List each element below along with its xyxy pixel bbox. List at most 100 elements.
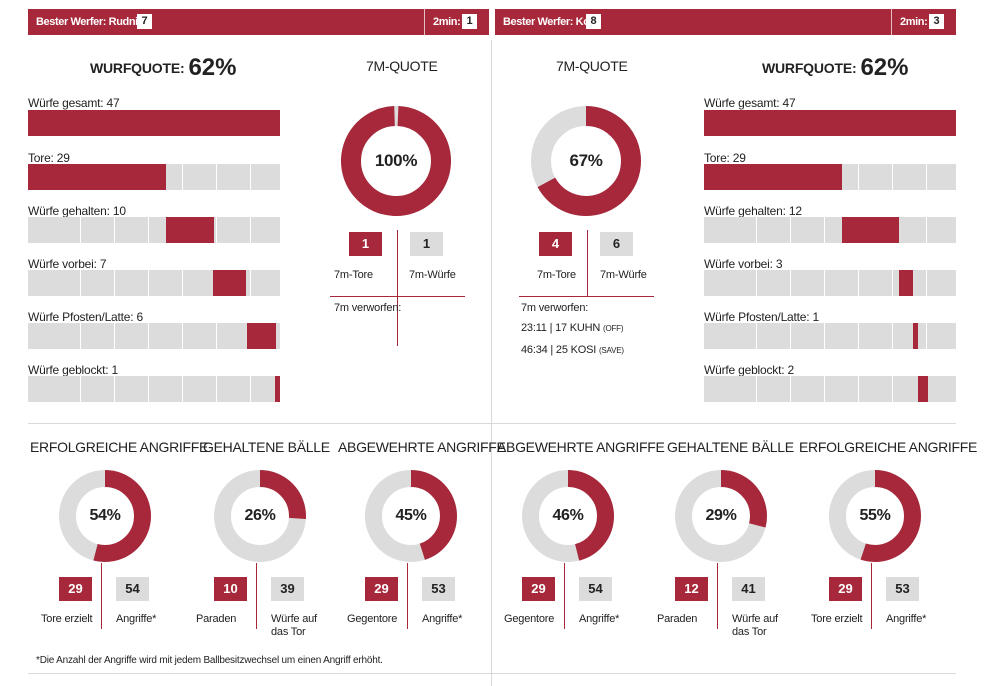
bar-fill <box>28 164 166 190</box>
bar-tick <box>892 376 893 402</box>
stat-donut <box>675 470 767 562</box>
bar-tick <box>250 376 251 402</box>
bar-track <box>28 376 280 402</box>
verworfen-entry-tag: (OFF) <box>603 324 624 333</box>
stat-percent: 29% <box>705 507 737 524</box>
bar-tick <box>892 270 893 296</box>
bar-tick <box>790 270 791 296</box>
bar-tick <box>926 217 927 243</box>
stat-donut <box>214 470 306 562</box>
stat-title: GEHALTENE BÄLLE <box>203 439 330 455</box>
stat-b-value: 54 <box>116 577 149 601</box>
left-7m-percent: 100% <box>374 151 418 170</box>
stat-title: GEHALTENE BÄLLE <box>667 439 794 455</box>
left-7m-wuerfe-value: 1 <box>410 232 443 256</box>
bar-tick <box>250 270 251 296</box>
bar-tick <box>824 376 825 402</box>
section-divider <box>28 423 956 424</box>
stat-b-value: 53 <box>886 577 919 601</box>
bar-track <box>704 323 956 349</box>
stat-donut <box>59 470 151 562</box>
stat-a-label: Gegentore <box>504 613 555 625</box>
bar-tick <box>182 376 183 402</box>
right-7m-tore-label: 7m-Tore <box>537 269 576 281</box>
left-wurfquote-value: 62% <box>188 54 237 81</box>
stat-b-value: 53 <box>422 577 455 601</box>
stat-b-label: Angriffe* <box>886 613 927 625</box>
right-best-thrower-value: 8 <box>586 14 601 29</box>
stat-divider <box>871 563 872 629</box>
left-7m-donut <box>341 106 451 216</box>
donut-arc <box>214 470 306 562</box>
bar-track <box>704 164 956 190</box>
bar-label: Würfe geblockt: 1 <box>28 363 118 377</box>
footnote: *Die Anzahl der Angriffe wird mit jedem … <box>36 655 383 666</box>
bar-label: Würfe vorbei: 3 <box>704 257 783 271</box>
bar-track <box>28 323 280 349</box>
stat-b-value: 54 <box>579 577 612 601</box>
left-header-bar: Bester Werfer: Rudnicki 7 2min: 1 <box>28 9 489 35</box>
bar-label: Würfe gesamt: 47 <box>704 96 796 110</box>
right-7m-vline <box>587 230 588 296</box>
stat-a-label: Tore erzielt <box>811 613 863 625</box>
bar-tick <box>824 323 825 349</box>
bar-tick <box>756 217 757 243</box>
bar-label: Würfe geblockt: 2 <box>704 363 794 377</box>
bar-track <box>28 164 280 190</box>
stat-b-value: 39 <box>271 577 304 601</box>
stat-donut <box>829 470 921 562</box>
stat-b-label: Angriffe* <box>422 613 463 625</box>
bar-track <box>704 270 956 296</box>
stat-divider <box>564 563 565 629</box>
bar-tick <box>858 376 859 402</box>
bottom-divider <box>28 673 956 674</box>
stat-divider <box>717 563 718 629</box>
bar-tick <box>148 217 149 243</box>
bar-fill <box>704 110 956 136</box>
left-2min-value: 1 <box>462 14 477 29</box>
stat-a-value: 12 <box>675 577 708 601</box>
center-divider <box>491 40 492 686</box>
bar-tick <box>80 376 81 402</box>
stat-title: ERFOLGREICHE ANGRIFFE <box>30 439 209 455</box>
right-wurfquote-label: WURFQUOTE: <box>762 60 857 76</box>
right-7m-tore-value: 4 <box>539 232 572 256</box>
bar-tick <box>790 376 791 402</box>
donut-arc <box>59 470 151 562</box>
bar-tick <box>80 323 81 349</box>
stat-a-value: 29 <box>829 577 862 601</box>
bar-label: Würfe Pfosten/Latte: 1 <box>704 310 819 324</box>
stat-donut <box>522 470 614 562</box>
stat-a-value: 29 <box>365 577 398 601</box>
donut-arc <box>829 470 921 562</box>
bar-tick <box>80 270 81 296</box>
bar-tick <box>114 323 115 349</box>
bar-label: Würfe Pfosten/Latte: 6 <box>28 310 143 324</box>
bar-tick <box>790 323 791 349</box>
right-7m-verworfen-entry: 23:11 | 17 KUHN (OFF) <box>521 322 624 335</box>
stat-a-value: 29 <box>522 577 555 601</box>
right-2min-value: 3 <box>929 14 944 29</box>
bar-tick <box>216 376 217 402</box>
bar-tick <box>858 270 859 296</box>
stat-a-label: Paraden <box>196 613 237 625</box>
bar-tick <box>250 217 251 243</box>
bar-tick <box>824 270 825 296</box>
bar-tick <box>926 270 927 296</box>
bar-track <box>28 110 280 136</box>
bar-tick <box>216 217 217 243</box>
stat-b-label: Würfe auf das Tor <box>732 613 778 638</box>
bar-tick <box>756 376 757 402</box>
left-7m-vline <box>397 230 398 346</box>
bar-tick <box>182 164 183 190</box>
verworfen-entry-main: 46:34 | 25 KOSI <box>521 344 597 356</box>
stat-percent: 55% <box>859 507 891 524</box>
bar-tick <box>216 164 217 190</box>
bar-tick <box>148 323 149 349</box>
bar-track <box>704 217 956 243</box>
bar-tick <box>756 270 757 296</box>
left-best-thrower-value: 7 <box>137 14 152 29</box>
right-header-divider <box>891 9 892 35</box>
right-2min-label: 2min: <box>900 16 928 28</box>
stat-a-value: 10 <box>214 577 247 601</box>
